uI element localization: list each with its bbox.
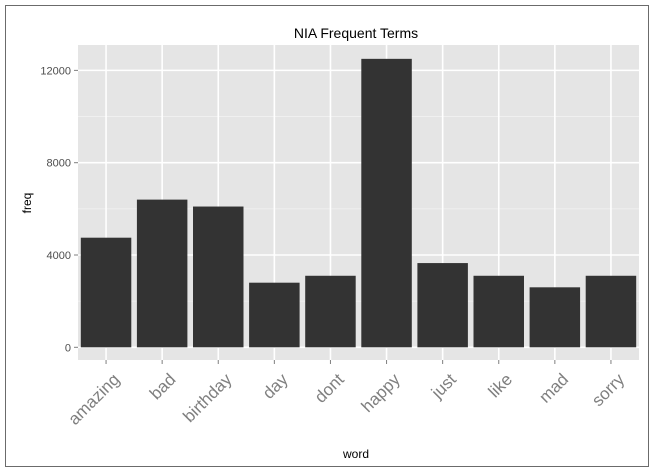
x-tick-label: mad <box>535 370 572 407</box>
x-tick-label: bad <box>146 370 179 403</box>
x-axis: amazing bad birthday day dont happy just like ma… <box>64 360 629 429</box>
bar-sorry <box>585 275 637 348</box>
chart-title: NIA Frequent Terms <box>294 25 418 41</box>
y-axis: 0 4000 8000 12000 <box>40 65 78 354</box>
bar-birthday <box>193 206 244 348</box>
y-tick-label: 4000 <box>47 250 71 262</box>
bar-bad <box>136 199 188 348</box>
x-tick-label: sorry <box>588 370 629 411</box>
x-tick-label: dont <box>311 370 348 407</box>
bar-dont <box>305 275 356 348</box>
y-tick-label: 12000 <box>40 65 71 77</box>
x-axis-label: word <box>342 447 369 461</box>
bar-day <box>249 282 300 348</box>
bar-happy <box>361 58 412 348</box>
bar-just <box>417 263 468 348</box>
bar-mad <box>529 287 581 348</box>
y-axis-label: freq <box>20 193 34 214</box>
x-tick-label: just <box>427 370 460 403</box>
x-tick-label: happy <box>358 370 405 417</box>
x-tick-label: amazing <box>64 370 123 429</box>
x-tick-label: birthday <box>179 370 236 427</box>
y-tick-label: 8000 <box>47 158 71 170</box>
bar-like <box>473 275 524 348</box>
bar-amazing <box>80 237 132 348</box>
y-tick-label: 0 <box>65 342 71 354</box>
x-tick-label: day <box>259 370 292 403</box>
bars <box>80 58 637 348</box>
x-tick-label: like <box>485 370 516 401</box>
